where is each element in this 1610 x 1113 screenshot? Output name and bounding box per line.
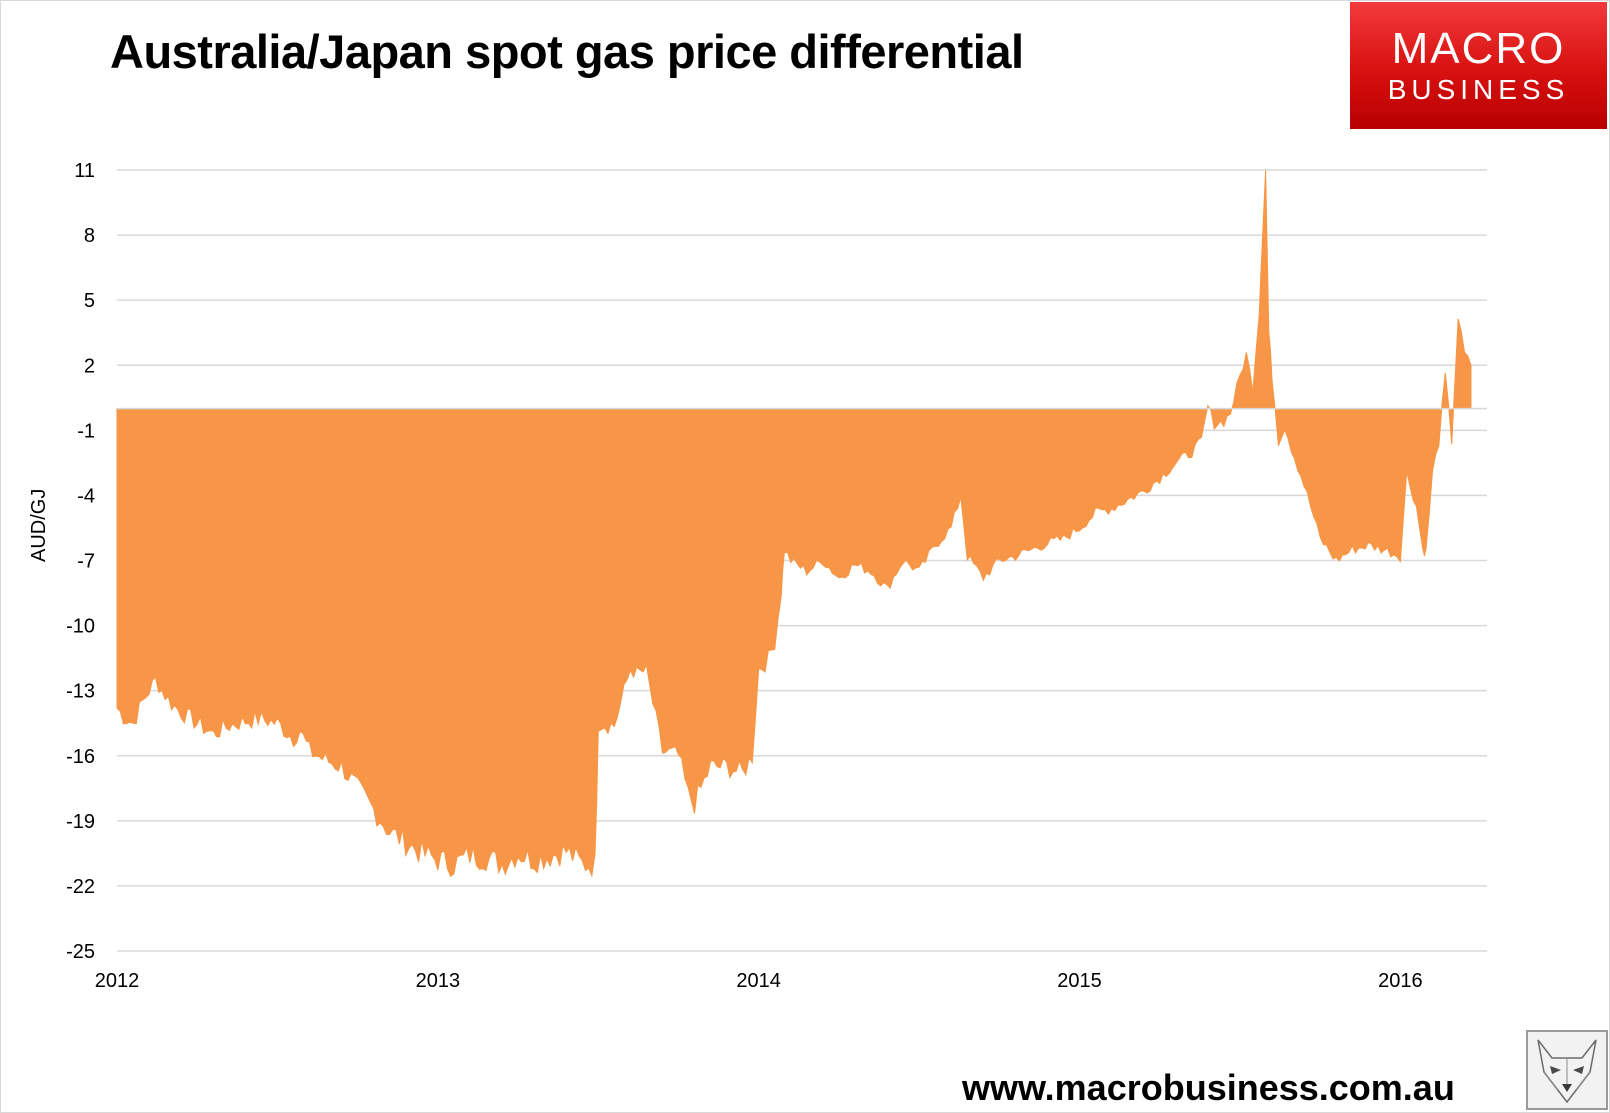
- y-tick-label: -22: [66, 876, 95, 898]
- y-tick-label: 2: [84, 355, 95, 377]
- logo-line-business: BUSINESS: [1387, 74, 1570, 105]
- y-tick-label: -7: [77, 551, 95, 573]
- website-url: www.macrobusiness.com.au: [962, 1067, 1455, 1108]
- x-tick-label: 2016: [1378, 970, 1423, 992]
- x-tick-label: 2015: [1057, 970, 1102, 992]
- wolf-logo-icon: [1526, 1030, 1608, 1110]
- y-tick-label: 8: [84, 225, 95, 247]
- area-series: [116, 170, 1472, 878]
- x-tick-label: 2013: [416, 970, 461, 992]
- y-axis-label: AUD/GJ: [28, 488, 50, 562]
- plot-area: [116, 170, 1487, 878]
- y-tick-label: -10: [66, 616, 95, 638]
- y-tick-label: -19: [66, 811, 95, 833]
- macrobusiness-logo: MACRO BUSINESS: [1350, 2, 1607, 129]
- y-tick-label: 5: [84, 290, 95, 312]
- y-tick-label: 11: [74, 160, 95, 182]
- logo-line-macro: MACRO: [1391, 24, 1566, 73]
- x-tick-label: 2012: [95, 970, 140, 992]
- y-tick-label: -4: [77, 485, 95, 507]
- y-tick-label: -1: [77, 420, 95, 442]
- chart-title: Australia/Japan spot gas price different…: [110, 25, 1024, 78]
- x-tick-label: 2014: [736, 970, 781, 992]
- y-tick-label: -16: [66, 746, 95, 768]
- y-tick-label: -13: [66, 681, 95, 703]
- y-tick-label: -25: [66, 941, 95, 963]
